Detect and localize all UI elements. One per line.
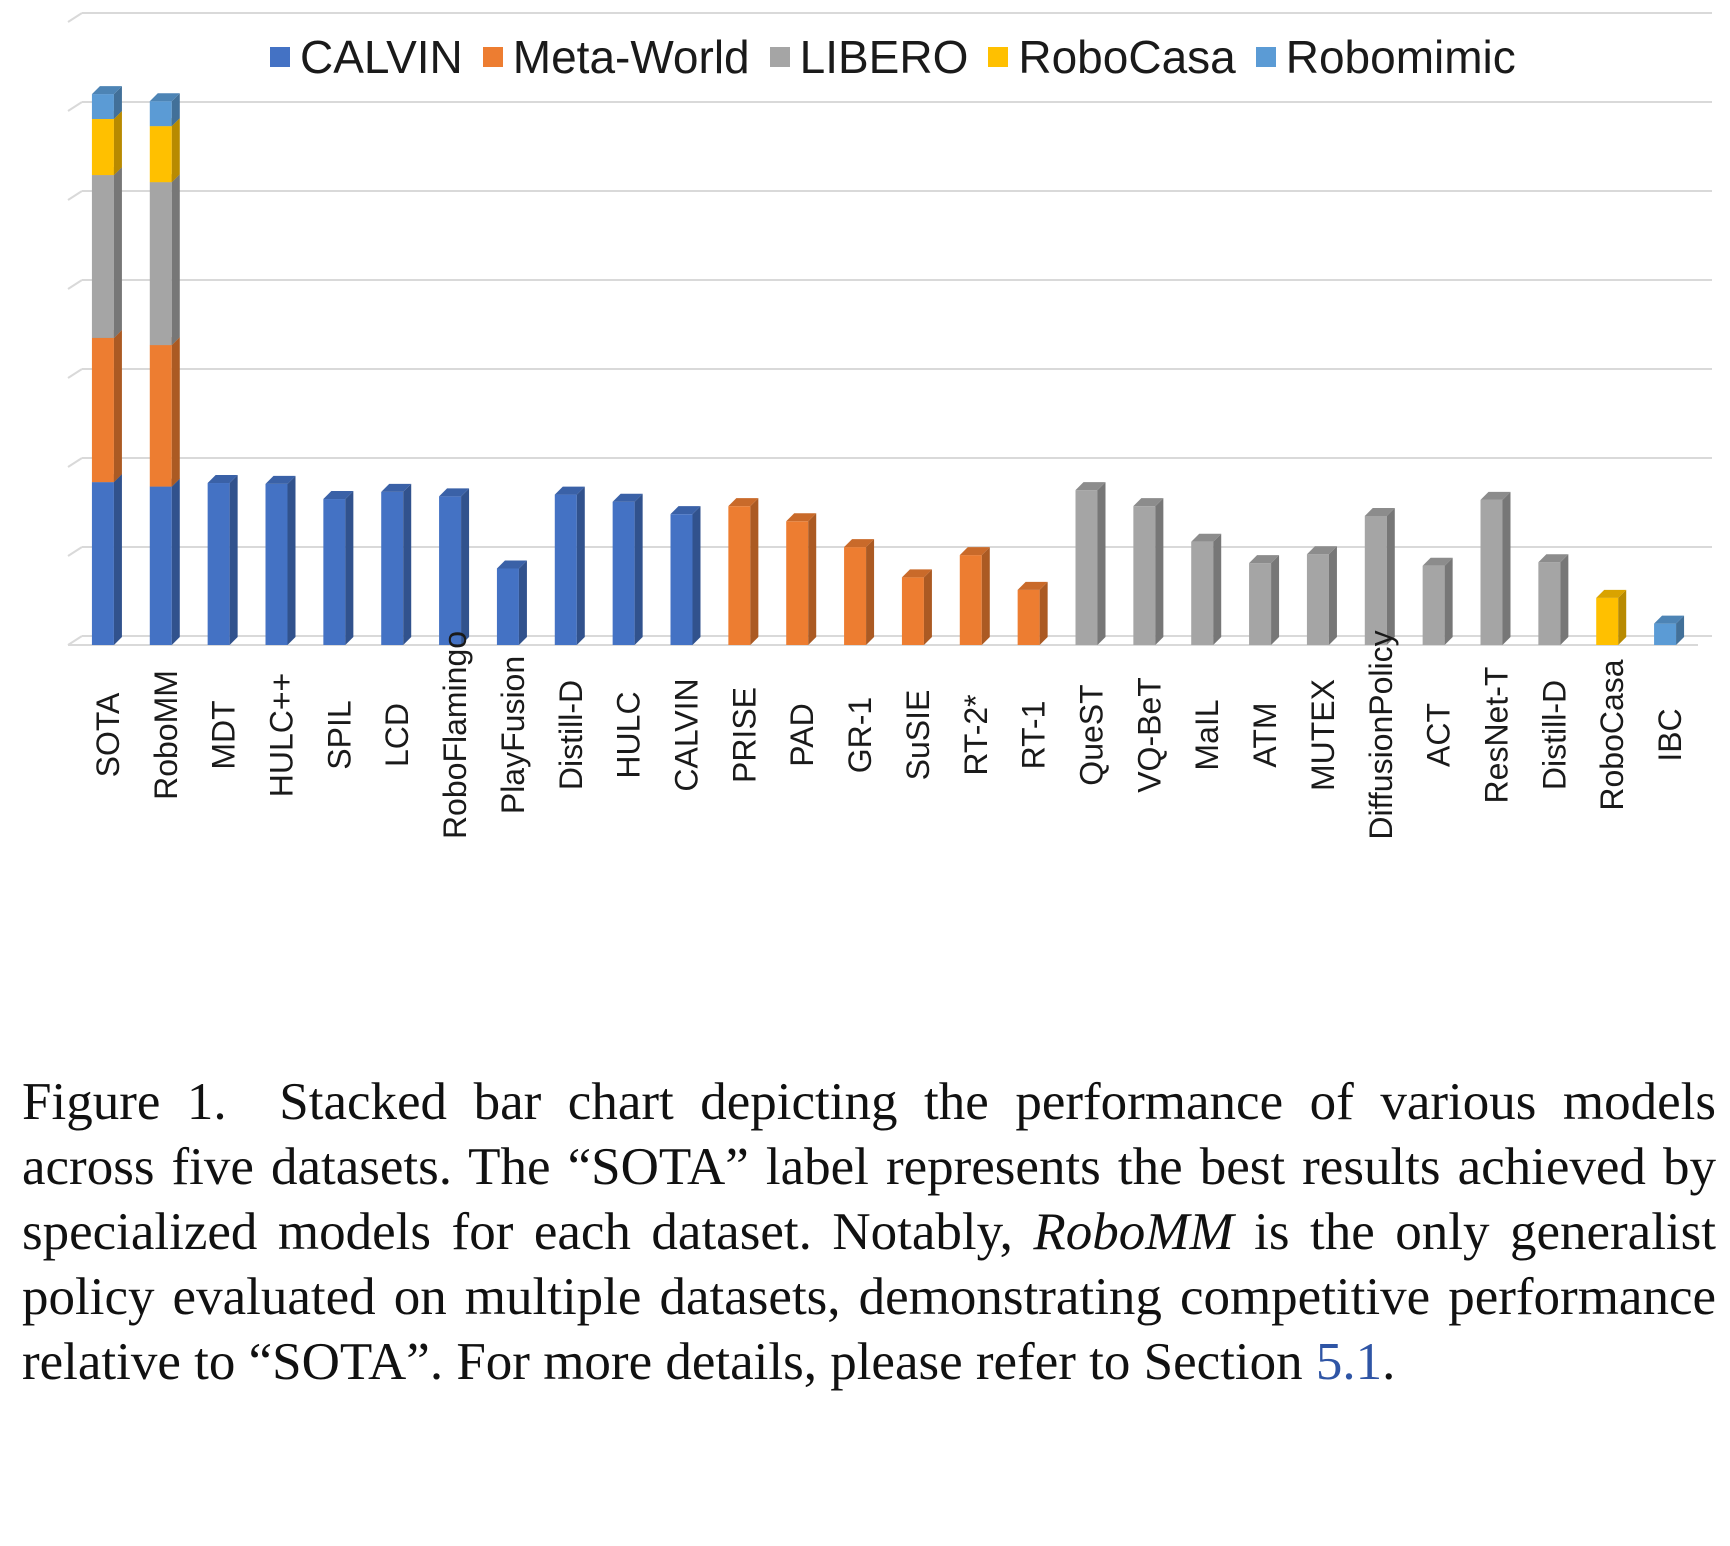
x-tick-labels: SOTA RoboMM MDT HULC++ SPIL LCD RoboFlamingo Pl…	[90, 630, 1688, 839]
figure-caption: Figure 1. Stacked bar chart depicting th…	[22, 1070, 1716, 1395]
legend-swatch	[769, 47, 790, 67]
x-tick-label: VQ-BeT	[1131, 677, 1167, 793]
bar-segment-distill-d-libero	[1538, 554, 1569, 645]
bar-segment-quest-libero	[1075, 482, 1106, 645]
x-tick-label: QueST	[1074, 684, 1110, 785]
bar-segment-sota-meta-world	[91, 329, 122, 483]
bar-segment-diffusionpolicy-libero	[1364, 507, 1395, 645]
legend-item: LIBERO	[769, 30, 969, 84]
gridline-depth	[67, 279, 83, 290]
bar-segment-sota-calvin	[91, 474, 122, 645]
bar-segment-hulc--calvin	[265, 475, 296, 645]
bar-segment-roboflamingo-calvin	[439, 488, 470, 645]
legend-label: Robomimic	[1285, 31, 1516, 83]
section-reference-link[interactable]: 5.1	[1315, 1333, 1383, 1391]
x-tick-label: RT-1	[1016, 701, 1052, 770]
legend-swatch	[482, 47, 503, 67]
caption-text-1: Stacked bar chart depicting the performa…	[22, 1073, 1717, 1261]
legend-swatch	[1255, 47, 1276, 67]
x-tick-label: SOTA	[90, 692, 126, 777]
bar-segment-susie-meta-world	[901, 569, 932, 645]
x-tick-label: MUTEX	[1305, 679, 1341, 791]
bar-group	[91, 86, 1685, 645]
bar-segment-sota-robomimic	[91, 86, 122, 120]
gridline-depth	[67, 101, 83, 112]
caption-label: Figure 1.	[22, 1073, 227, 1131]
bar-segment-mail-libero	[1191, 533, 1222, 645]
x-tick-label: ResNet-T	[1479, 667, 1515, 804]
bar-segment-sota-robocasa	[91, 111, 122, 176]
x-tick-label: GR-1	[842, 697, 878, 773]
bar-segment-distill-d-calvin	[554, 486, 585, 645]
bar-segment-calvin-calvin	[670, 506, 701, 645]
bar-segment-rt-1-meta-world	[1017, 581, 1048, 645]
bar-segment-robomm-meta-world	[149, 337, 180, 487]
bar-segment-mdt-calvin	[207, 475, 238, 645]
x-tick-label: HULC	[611, 691, 647, 778]
legend-item: CALVIN	[270, 30, 463, 84]
bar-segment-robomm-calvin	[149, 478, 180, 645]
x-tick-label: LCD	[379, 703, 415, 767]
bar-segment-hulc-calvin	[612, 493, 643, 645]
bar-segment-ibc-robomimic	[1654, 615, 1685, 645]
legend-swatch	[270, 47, 290, 67]
gridline-depth	[67, 368, 83, 379]
bar-segment-vq-bet-libero	[1133, 498, 1164, 645]
bar-segment-mutex-libero	[1306, 546, 1337, 645]
bar-segment-atm-libero	[1249, 555, 1280, 645]
caption-text-2: is the only generalist policy evaluated …	[22, 1203, 1716, 1391]
legend-swatch	[988, 47, 1009, 67]
bar-segment-sota-libero	[91, 167, 122, 338]
bar-segment-act-libero	[1422, 557, 1453, 645]
x-tick-label: Distill-D	[553, 680, 589, 790]
legend-label: LIBERO	[799, 31, 969, 83]
x-tick-label: HULC++	[264, 673, 300, 798]
bar-segment-spil-calvin	[323, 491, 354, 645]
bar-segment-resnet-t-libero	[1480, 491, 1511, 645]
bar-segment-playfusion-calvin	[496, 560, 527, 645]
bar-segment-rt-2--meta-world	[959, 547, 990, 645]
x-tick-label: IBC	[1652, 708, 1688, 761]
x-tick-label: RoboCasa	[1594, 659, 1630, 810]
bar-segment-gr-1-meta-world	[844, 539, 875, 645]
stacked-bar-chart: SOTA RoboMM MDT HULC++ SPIL LCD RoboFlamingo Pl…	[67, 12, 1712, 840]
x-tick-label: MDT	[206, 700, 242, 769]
x-tick-label: RoboFlamingo	[437, 631, 473, 839]
caption-text-3: .	[1382, 1333, 1396, 1391]
x-tick-label: ACT	[1421, 703, 1457, 767]
legend-item: Meta-World	[482, 30, 750, 84]
legend-item: RoboCasa	[988, 30, 1236, 84]
x-tick-label: RoboMM	[148, 670, 184, 800]
bar-segment-robomm-libero	[149, 174, 180, 346]
legend-item: Robomimic	[1255, 30, 1516, 84]
gridline-depth	[67, 546, 83, 557]
legend-label: CALVIN	[300, 31, 463, 83]
gridline-depth	[67, 635, 83, 646]
bar-segment-robomm-robomimic	[149, 93, 180, 127]
legend-label: Meta-World	[512, 31, 750, 83]
caption-emphasis: RoboMM	[1033, 1203, 1234, 1261]
x-tick-label: CALVIN	[669, 678, 705, 791]
chart-legend: CALVIN Meta-World LIBERO RoboCasa Robomimic	[270, 30, 1536, 84]
gridline-depth	[67, 12, 83, 23]
bar-segment-robocasa-robocasa	[1596, 589, 1627, 645]
x-tick-label: SuSIE	[900, 690, 936, 781]
x-tick-label: DiffusionPolicy	[1363, 630, 1399, 839]
x-tick-label: Distill-D	[1536, 680, 1572, 790]
x-tick-label: ATM	[1247, 702, 1283, 767]
gridline-depth	[67, 190, 83, 201]
gridlines	[67, 12, 1712, 646]
bar-segment-prise-meta-world	[728, 498, 759, 645]
x-tick-label: PAD	[784, 703, 820, 766]
x-tick-label: RT-2*	[958, 694, 994, 775]
x-tick-label: MaIL	[1189, 699, 1225, 770]
x-tick-label: PlayFusion	[495, 656, 531, 814]
legend-label: RoboCasa	[1018, 31, 1236, 83]
x-tick-label: SPIL	[321, 700, 357, 769]
bar-segment-pad-meta-world	[786, 513, 817, 645]
bar-segment-lcd-calvin	[381, 483, 412, 645]
x-tick-label: PRISE	[726, 687, 762, 783]
bar-segment-robomm-robocasa	[149, 118, 180, 183]
gridline-depth	[67, 457, 83, 468]
